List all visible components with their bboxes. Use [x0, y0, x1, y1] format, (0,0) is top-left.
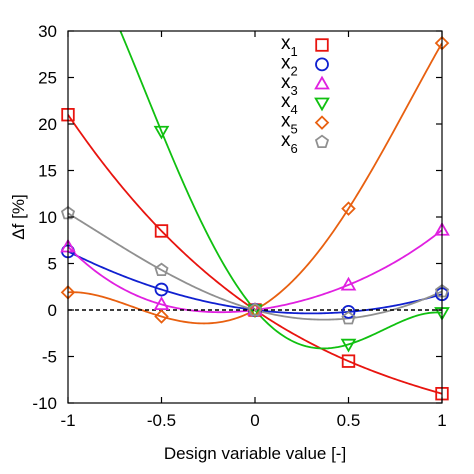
legend-marker	[315, 38, 329, 52]
x-tick-label: 1	[437, 411, 446, 430]
x-tick-label: 0.5	[337, 411, 361, 430]
legend-marker	[314, 134, 330, 148]
y-tick-label: 30	[38, 22, 57, 41]
data-point	[154, 224, 169, 238]
data-point	[247, 304, 263, 319]
legend-label: x3	[281, 72, 298, 98]
y-tick-label: 25	[38, 69, 57, 88]
legend-marker	[315, 57, 329, 72]
legend-label: x2	[281, 52, 298, 78]
series-line-5	[68, 42, 442, 325]
series-line-6	[68, 212, 442, 321]
data-point	[340, 338, 357, 353]
data-point	[341, 201, 356, 216]
x-tick-label: 0	[250, 411, 259, 430]
data-point	[341, 310, 356, 325]
legend-label: x4	[281, 91, 298, 117]
legend-label: x5	[281, 111, 298, 137]
y-tick-label: -5	[42, 348, 57, 367]
data-point	[154, 262, 169, 277]
data-point	[247, 302, 263, 318]
data-point	[341, 354, 356, 368]
legend-label: x6	[281, 130, 298, 156]
x-tick-label: -0.5	[147, 411, 176, 430]
y-tick-label: 5	[48, 255, 57, 274]
series-line-1	[68, 114, 442, 395]
x-axis-label: Design variable value [-]	[164, 444, 346, 463]
data-point	[247, 302, 263, 316]
data-point	[340, 276, 357, 291]
plot-frame	[67, 30, 443, 404]
y-tick-label: -10	[32, 394, 57, 413]
y-tick-label: 20	[38, 115, 57, 134]
y-axis-label: Δf [%]	[9, 194, 28, 239]
legend-marker	[314, 97, 330, 112]
data-point	[341, 304, 356, 319]
series-line-4	[119, 31, 442, 350]
legend-marker	[314, 115, 330, 130]
y-tick-label: 15	[38, 162, 57, 181]
series-line-3	[68, 229, 442, 314]
data-point	[154, 282, 169, 297]
y-tick-label: 10	[38, 208, 57, 227]
legend-marker	[314, 75, 330, 90]
x-tick-label: -1	[60, 411, 75, 430]
data-point	[153, 296, 170, 311]
data-point	[153, 125, 170, 140]
legend-label: x1	[281, 33, 298, 59]
data-point	[154, 309, 169, 324]
y-tick-label: 0	[48, 301, 57, 320]
